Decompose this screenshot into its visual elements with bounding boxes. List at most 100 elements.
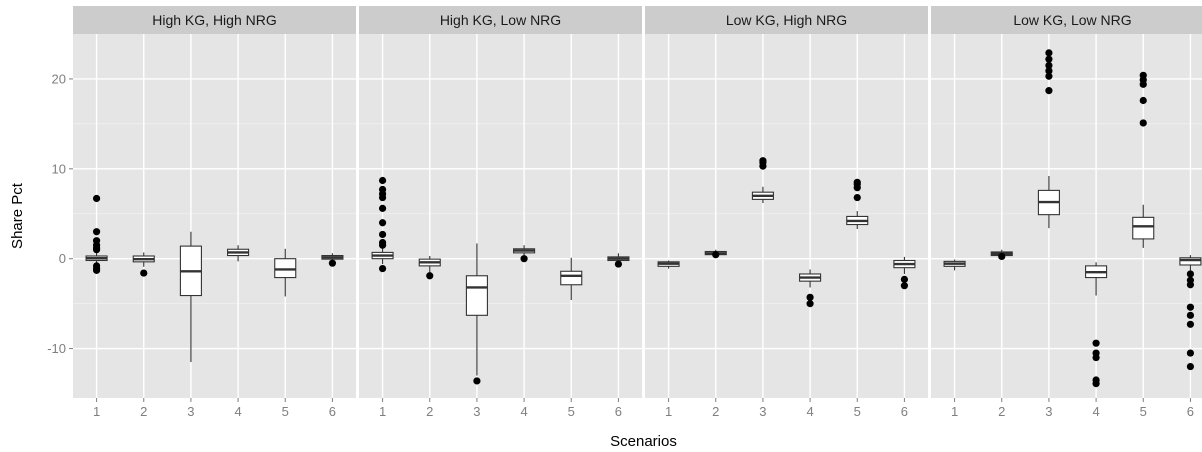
outlier-point <box>92 194 101 203</box>
x-tick-label: 2 <box>140 404 147 419</box>
x-tick-label: 6 <box>1187 404 1194 419</box>
y-tick-label: -10 <box>47 341 66 356</box>
x-tick-label: 4 <box>234 404 241 419</box>
outlier-point <box>806 293 814 301</box>
x-tick-label: 2 <box>426 404 433 419</box>
x-tick-label: 4 <box>806 404 813 419</box>
outlier-point <box>1045 49 1053 57</box>
box-category-2 <box>132 252 155 277</box>
box-iqr <box>560 270 583 286</box>
x-tick-label: 2 <box>998 404 1005 419</box>
box-iqr <box>1179 257 1202 266</box>
panel: Low KG, High NRG 1 2 3 4 5 6 <box>645 6 928 419</box>
outlier-point <box>378 230 387 239</box>
box-category-5 <box>560 257 583 301</box>
box-category-3 <box>1037 49 1060 229</box>
y-axis: -10 0 10 20 <box>47 71 73 356</box>
panel-title: Low KG, High NRG <box>726 12 847 28</box>
box-category-5 <box>274 248 297 297</box>
panel-strip <box>645 6 928 34</box>
outlier-point <box>1045 87 1053 95</box>
box-category-2 <box>704 249 727 259</box>
outlier-point <box>1045 67 1053 75</box>
box-category-4 <box>227 245 250 262</box>
outlier-point <box>520 255 528 263</box>
outlier-point <box>378 204 387 212</box>
box-iqr <box>274 258 297 279</box>
outlier-point <box>998 252 1006 261</box>
box-iqr <box>465 275 488 316</box>
x-tick-label: 6 <box>329 404 336 419</box>
panel: High KG, High NRG 1 2 3 4 5 6 <box>73 6 356 419</box>
outlier-point <box>1186 349 1195 357</box>
outlier-point <box>759 157 767 165</box>
outlier-point <box>1092 353 1100 362</box>
outlier-point <box>1092 339 1100 347</box>
outlier-point <box>473 377 481 385</box>
outlier-point <box>378 219 387 227</box>
x-tick-label: 5 <box>282 404 289 419</box>
panel-background <box>359 34 642 398</box>
x-tick-label: 3 <box>473 404 480 419</box>
x-tick-label: 1 <box>93 404 100 419</box>
outlier-point <box>1139 71 1147 79</box>
outlier-point <box>1045 72 1053 80</box>
box-category-5 <box>1132 71 1155 248</box>
box-category-1 <box>371 176 394 273</box>
x-tick-label: 4 <box>520 404 527 419</box>
y-axis-title: Share Pct <box>9 182 26 249</box>
outlier-point <box>712 251 720 259</box>
x-tick-label: 1 <box>379 404 386 419</box>
outlier-point <box>378 176 387 185</box>
x-tick-label: 3 <box>759 404 766 419</box>
outlier-point <box>378 238 387 247</box>
panel-title: Low KG, Low NRG <box>1013 12 1131 28</box>
outlier-point <box>614 260 623 268</box>
x-tick-label: 5 <box>568 404 575 419</box>
panel-background <box>645 34 928 398</box>
x-tick-label: 3 <box>1045 404 1052 419</box>
box-category-2 <box>418 255 441 280</box>
outlier-point <box>1186 311 1195 319</box>
outlier-point <box>378 185 387 194</box>
x-tick-label: 5 <box>854 404 861 419</box>
box-category-2 <box>990 249 1013 261</box>
outlier-point <box>1139 119 1147 127</box>
outlier-point <box>328 259 337 267</box>
outlier-point <box>853 193 861 202</box>
box-category-3 <box>751 157 774 203</box>
x-tick-label: 1 <box>951 404 958 419</box>
box-category-3 <box>179 231 202 363</box>
box-category-6 <box>1179 255 1202 371</box>
panel-background <box>73 34 356 398</box>
outlier-point <box>900 275 909 283</box>
y-tick-label: 20 <box>52 71 66 86</box>
box-category-5 <box>846 178 869 230</box>
outlier-point <box>1045 61 1053 70</box>
box-category-4 <box>1085 262 1108 388</box>
box-category-6 <box>321 253 344 267</box>
box-category-3 <box>465 243 488 385</box>
outlier-point <box>1186 270 1195 278</box>
panel-title: High KG, Low NRG <box>440 12 561 28</box>
outlier-point <box>140 269 148 277</box>
outlier-point <box>1186 362 1195 371</box>
x-tick-label: 6 <box>901 404 908 419</box>
outlier-point <box>1186 320 1195 328</box>
panel-strip <box>359 6 642 34</box>
x-tick-label: 6 <box>615 404 622 419</box>
x-tick-label: 5 <box>1140 404 1147 419</box>
outlier-point <box>378 264 387 273</box>
outlier-point <box>1092 380 1100 388</box>
box-category-1 <box>943 259 966 271</box>
box-iqr <box>1132 216 1155 240</box>
outlier-point <box>92 237 101 245</box>
y-tick-label: 0 <box>59 251 66 266</box>
outlier-point <box>1045 55 1053 63</box>
x-tick-label: 2 <box>712 404 719 419</box>
outlier-point <box>1186 281 1195 289</box>
outlier-point <box>92 262 101 270</box>
panel-strip <box>931 6 1202 34</box>
x-tick-label: 1 <box>665 404 672 419</box>
